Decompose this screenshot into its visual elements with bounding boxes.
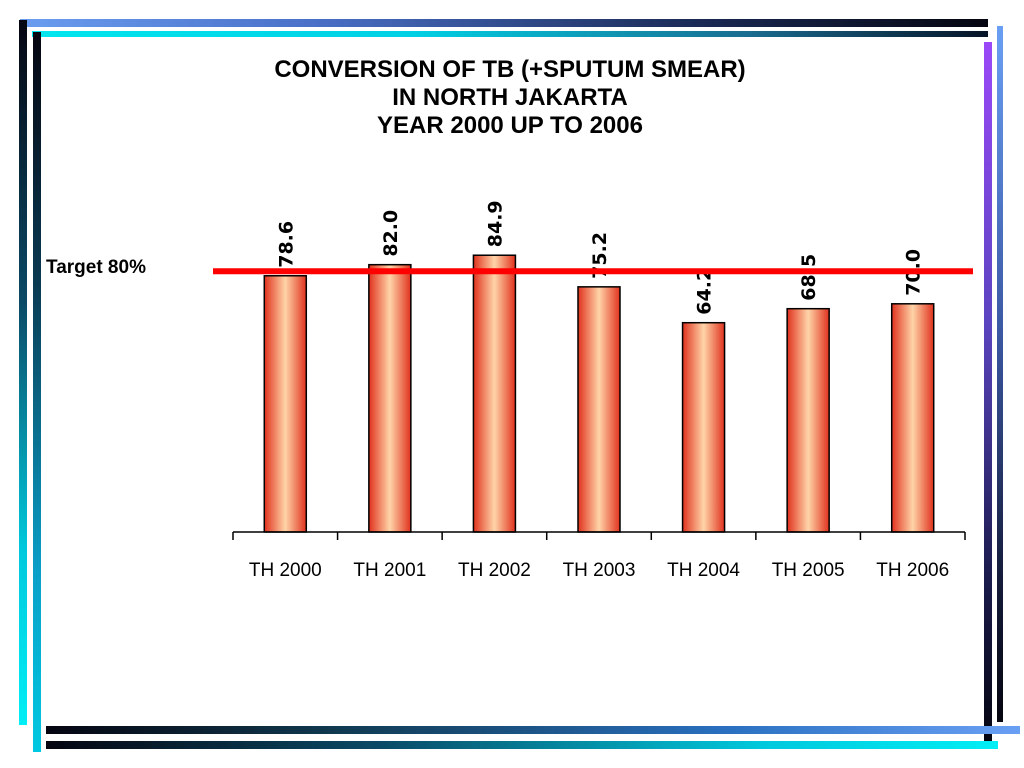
bar-th-2005 — [786, 307, 830, 533]
bar-th-2000 — [263, 275, 308, 533]
x-tick-label: TH 2002 — [458, 560, 531, 581]
x-tick-label: TH 2005 — [772, 560, 845, 581]
value-label: 78.6 — [275, 221, 297, 268]
value-label: 84.9 — [484, 200, 506, 247]
target-label: Target 80% — [46, 257, 146, 278]
x-tick-label: TH 2000 — [249, 560, 322, 581]
value-labels: 78.682.084.975.264.268.570.0 — [275, 200, 924, 314]
bar-th-2003 — [577, 286, 621, 533]
chart-title-line-1: CONVERSION OF TB (+SPUTUM SMEAR) — [274, 56, 746, 83]
x-tick-label: TH 2006 — [876, 560, 949, 581]
chart-title: CONVERSION OF TB (+SPUTUM SMEAR) IN NORT… — [150, 56, 870, 140]
decorative-frame-top-inner — [32, 31, 988, 37]
bar-th-2002 — [472, 254, 517, 533]
x-tick-labels: TH 2000 TH 2001 TH 2002 TH 2003 TH 2004 TH 20… — [249, 560, 949, 581]
x-tick-label: TH 2004 — [667, 560, 740, 581]
value-label: 75.2 — [589, 232, 611, 279]
chart-title-line-2: IN NORTH JAKARTA — [392, 84, 628, 111]
decorative-frame-right-inner — [984, 42, 992, 744]
decorative-frame-right-outer — [997, 26, 1003, 722]
value-label: 68.5 — [798, 254, 820, 301]
decorative-frame-top-outer — [20, 19, 988, 27]
decorative-frame-left-outer — [19, 20, 27, 725]
value-label: 82.0 — [380, 210, 402, 257]
decorative-frame-bottom-outer — [46, 741, 998, 749]
x-tick-label: TH 2001 — [353, 560, 426, 581]
value-label: 64.2 — [694, 268, 716, 315]
chart-title-line-3: YEAR 2000 UP TO 2006 — [377, 112, 643, 139]
x-tick-label: TH 2003 — [563, 560, 636, 581]
x-axis — [232, 531, 966, 540]
bar-th-2004 — [681, 321, 726, 533]
bar-th-2006 — [890, 303, 935, 533]
bars-group — [263, 254, 935, 533]
bar-th-2001 — [368, 263, 412, 533]
decorative-frame-left-inner — [33, 32, 41, 752]
decorative-frame-bottom-inner — [46, 726, 1020, 734]
